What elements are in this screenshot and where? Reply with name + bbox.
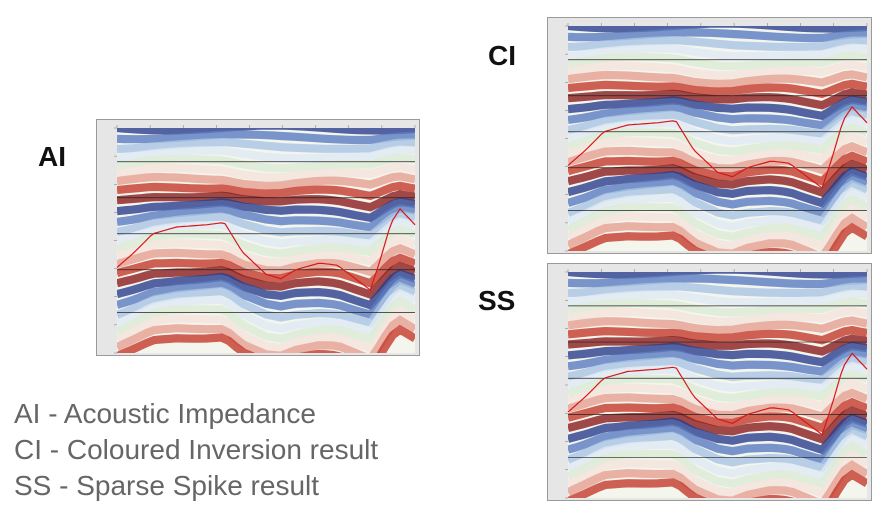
- seismic-section-ss: [565, 269, 868, 499]
- panel-label-ai: AI: [38, 141, 66, 172]
- seismic-panel-ci: [547, 17, 872, 254]
- axis-ticks: [565, 269, 868, 499]
- panel-label-ci: CI: [488, 40, 516, 71]
- legend-item-ss: SS - Sparse Spike result: [14, 470, 320, 501]
- time-grid-lines: [568, 305, 867, 458]
- seismic-section-ci: [565, 23, 868, 252]
- legend-item-ci: CI - Coloured Inversion result: [14, 434, 379, 465]
- panel-label-ss: SS: [478, 285, 516, 316]
- reflector-bands: [117, 128, 415, 353]
- seismic-panel-ai: [96, 119, 420, 356]
- time-grid-lines: [117, 161, 415, 313]
- reflector-bands: [568, 272, 867, 498]
- seismic-section-ai: [114, 125, 416, 354]
- axis-ticks: [565, 23, 868, 252]
- axis-ticks: [114, 125, 416, 354]
- legend-item-ai: AI - Acoustic Impedance: [14, 398, 316, 429]
- legend: AI - Acoustic Impedance CI - Coloured In…: [14, 396, 378, 504]
- seismic-panel-ss: [547, 263, 872, 501]
- reflector-bands: [568, 26, 867, 251]
- time-grid-lines: [568, 59, 867, 211]
- interpreted-horizon: [567, 352, 868, 436]
- interpreted-horizon: [116, 208, 416, 291]
- interpreted-horizon: [567, 106, 868, 189]
